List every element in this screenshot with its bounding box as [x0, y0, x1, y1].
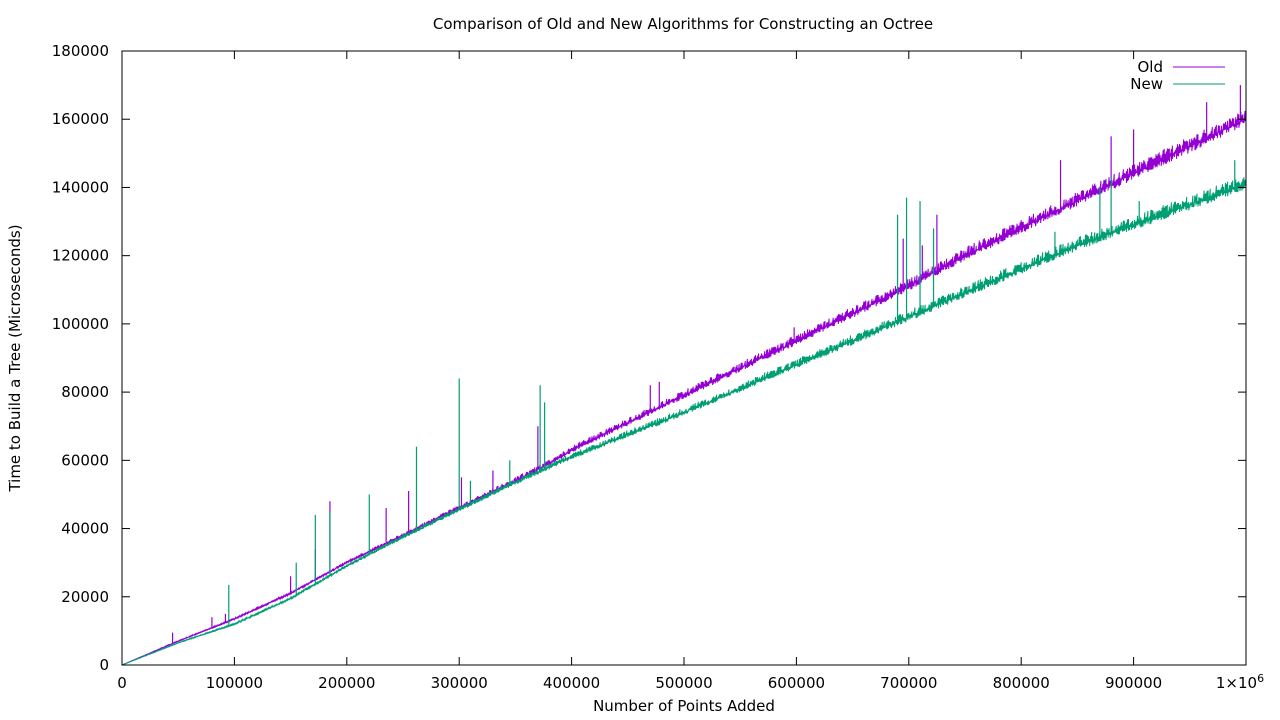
series-new-line: [121, 177, 1247, 666]
x-tick-label: 300000: [431, 674, 488, 692]
y-tick-label: 120000: [52, 247, 109, 265]
legend-label: Old: [1138, 58, 1164, 76]
y-tick-label: 80000: [61, 383, 109, 401]
x-tick-label: 500000: [655, 674, 712, 692]
plot-area: [121, 85, 1247, 666]
x-tick-label: 600000: [768, 674, 825, 692]
x-axis: 0 100000 200000 300000 400000 500000 600000 700…: [117, 51, 1264, 692]
y-tick-label: 140000: [52, 178, 109, 196]
x-tick-label: 100000: [206, 674, 263, 692]
legend-item-new: New: [1130, 75, 1225, 93]
series-old-line: [121, 109, 1247, 666]
y-tick-label: 100000: [52, 315, 109, 333]
y-tick-label: 40000: [61, 520, 109, 538]
series-new: [121, 160, 1247, 666]
legend-label: New: [1130, 75, 1163, 93]
x-tick-label: 900000: [1105, 674, 1162, 692]
x-tick-label: 800000: [993, 674, 1050, 692]
y-axis-label: Time to Build a Tree (Microseconds): [6, 224, 24, 492]
x-tick-label: 1×106: [1216, 672, 1264, 692]
x-tick-label: 0: [117, 674, 127, 692]
x-tick-label: 400000: [543, 674, 600, 692]
y-tick-label: 0: [99, 656, 109, 674]
y-tick-label: 180000: [52, 42, 109, 60]
y-axis: 0 20000 40000 60000 80000 100000 120000 140000 1…: [52, 42, 1246, 674]
y-tick-label: 20000: [61, 588, 109, 606]
x-tick-exponent: 6: [1257, 672, 1264, 685]
x-tick-label: 200000: [318, 674, 375, 692]
legend-item-old: Old: [1138, 58, 1225, 76]
y-tick-label: 60000: [61, 451, 109, 469]
y-tick-label: 160000: [52, 110, 109, 128]
chart-title: Comparison of Old and New Algorithms for…: [433, 15, 933, 33]
x-tick-label: 700000: [880, 674, 937, 692]
x-axis-label: Number of Points Added: [593, 697, 775, 715]
